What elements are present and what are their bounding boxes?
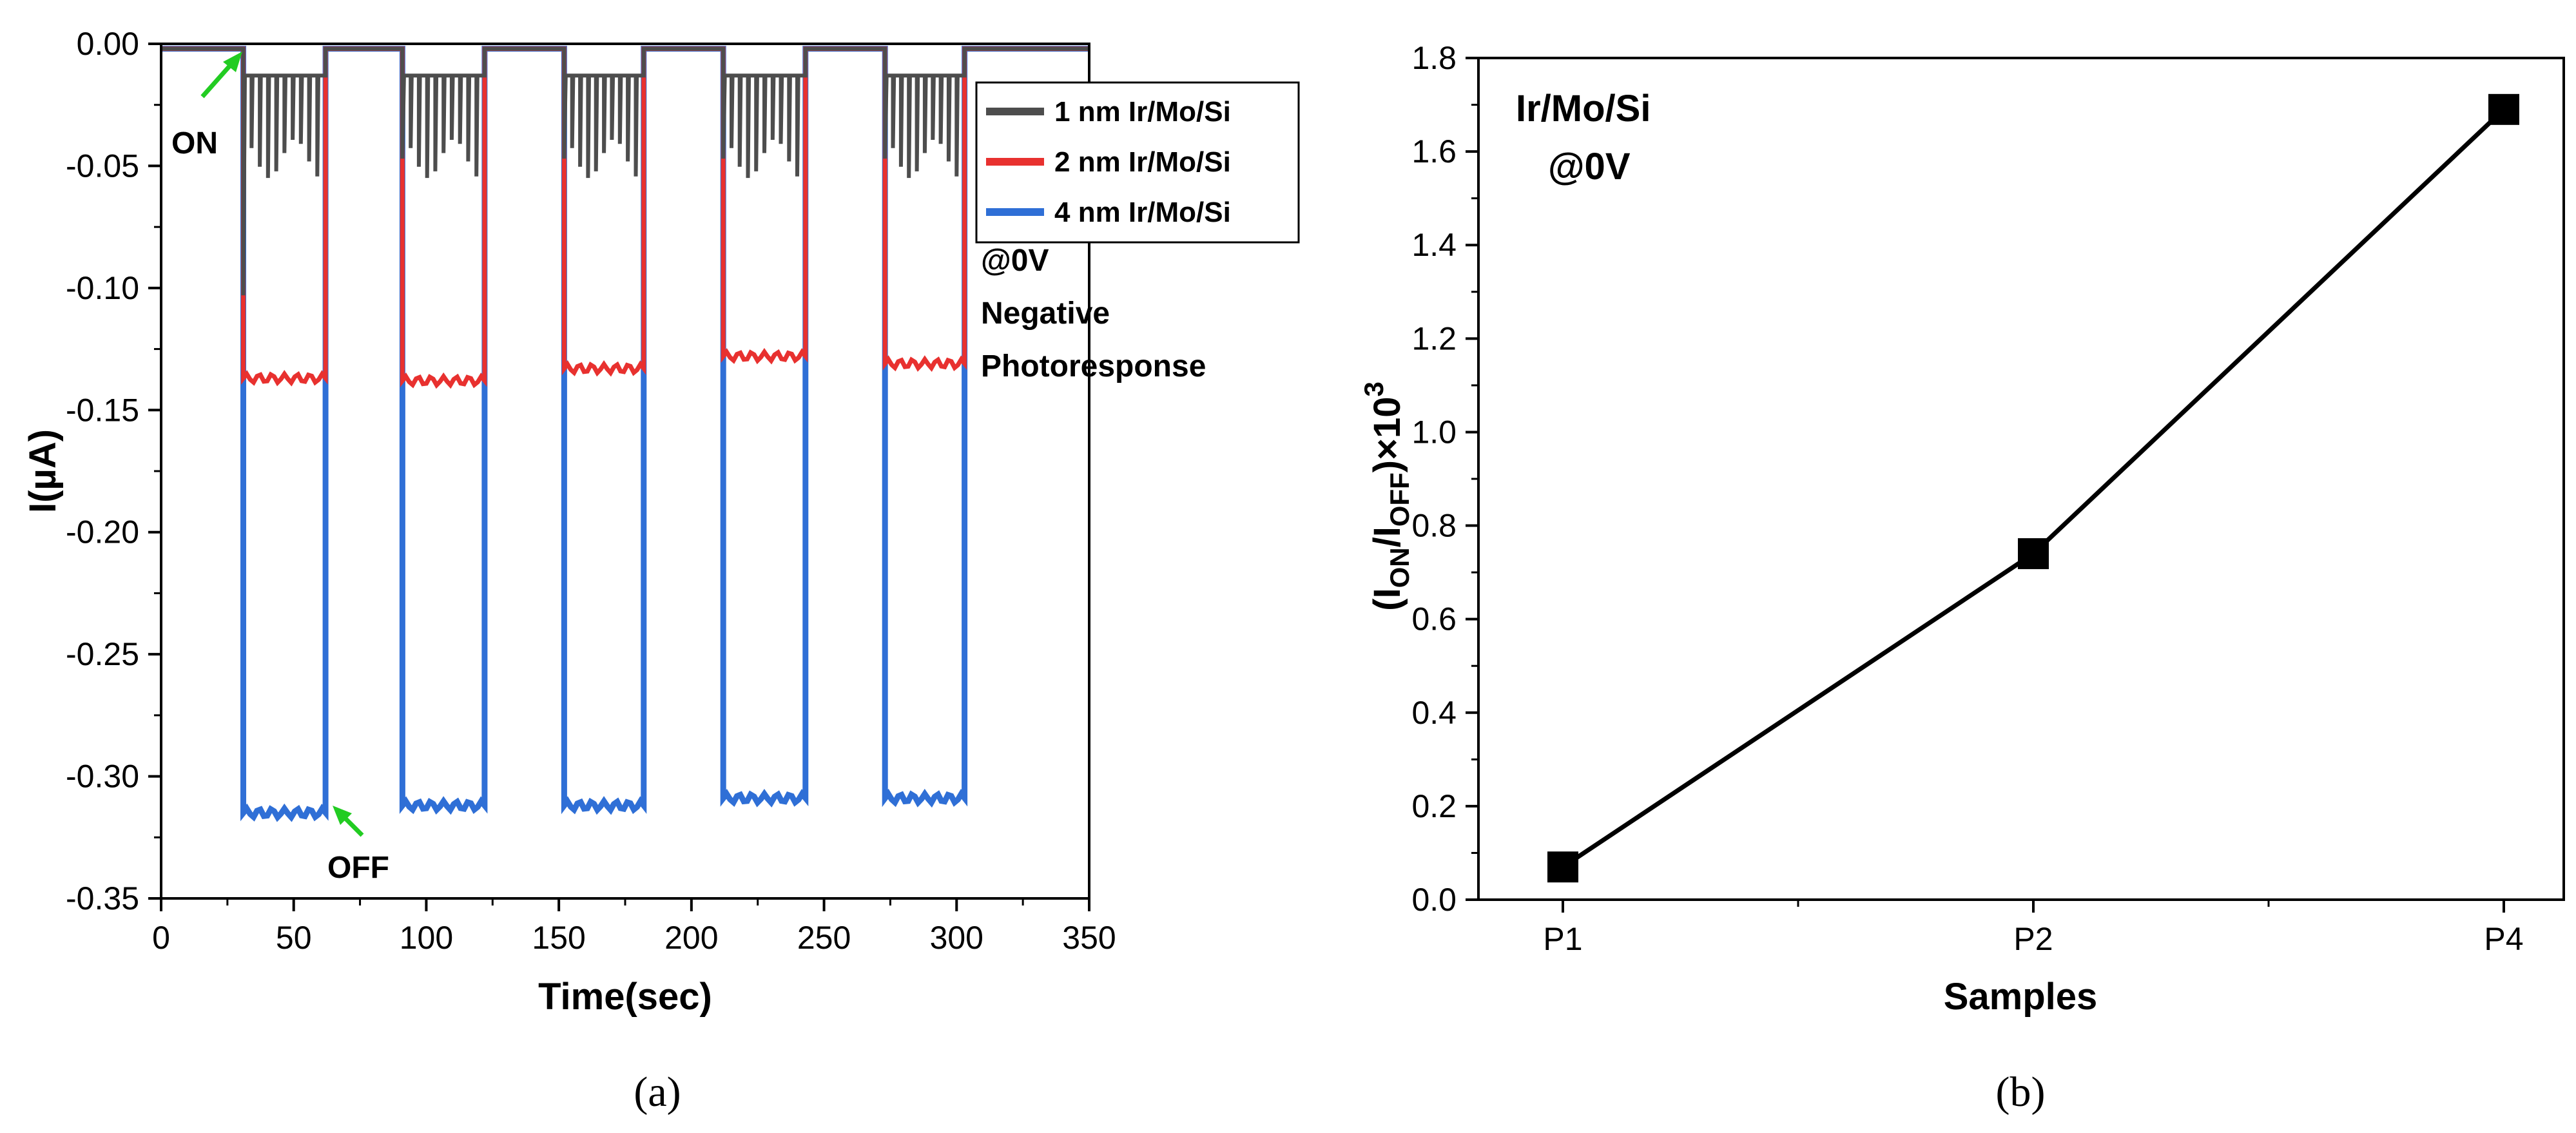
panel-a-x-tick-label: 300 [930,920,983,956]
panel-a-y-axis-title: I(µA) [22,429,64,513]
panel-a-x-tick-label: 100 [400,920,453,956]
on-label: ON [171,126,218,160]
panel-b-series-group [1547,93,2519,883]
panel-b-label: (b) [1996,1069,2046,1116]
panel-b-y-tick-label: 1.0 [1411,414,1457,450]
y-title-sub-off: OFF [1384,472,1415,527]
panel-a-plot-frame [160,43,1090,900]
panel-b-ticks: 0.0 0.2 0.4 0.6 0.8 1.0 1.2 1.4 1.6 1.8 P1 P2 P4 [1411,40,2523,957]
panel-a-y-tick-label: 0.00 [77,26,139,62]
panel-a-ticks: 0 50 100 150 200 250 300 350 0.00 -0.05 -0.10 -0.15… [66,26,1116,956]
response-annotation-line1: Negative [981,296,1110,331]
panel-b-annotation-line1: Ir/Mo/Si [1516,88,1651,130]
panel-b-annotation-line2: @0V [1548,146,1631,188]
panel-a-x-tick-label: 200 [664,920,718,956]
panel-a-y-tick-label: -0.35 [66,880,139,916]
panel-b-y-tick-label: 1.4 [1411,227,1457,263]
y-title-sup: 3 [1359,382,1389,396]
off-label: OFF [327,851,389,885]
response-annotation-line2: Photoresponse [981,349,1206,383]
legend-label-1nm: 1 nm Ir/Mo/Si [1054,96,1231,128]
panel-b-y-tick-label: 1.8 [1411,40,1457,76]
panel-b-marker-p2 [2018,538,2049,570]
panel-b-y-tick-label: 0.8 [1411,508,1457,544]
panel-b-series-line [1562,108,2506,869]
panel-a-y-tick-label: -0.25 [66,636,139,672]
on-arrow [200,52,242,99]
panel-a-series-group [161,46,1089,822]
panel-b-y-tick-label: 0.2 [1411,788,1457,824]
panel-b-plot-frame [1477,57,2565,901]
panel-a-y-tick-label: -0.10 [66,270,139,306]
legend-label-4nm: 4 nm Ir/Mo/Si [1054,197,1231,228]
panel-a-x-tick-label: 0 [152,920,170,956]
panel-a-y-tick-label: -0.20 [66,514,139,550]
panel-a-chart: 0 50 100 150 200 250 300 350 0.00 -0.05 -0.10 -0.15… [22,26,1300,1116]
panel-b-x-tick-label: P4 [2484,921,2523,957]
off-arrow [333,806,364,837]
panel-b-y-tick-label: 1.2 [1411,320,1457,356]
panel-b-marker-p4 [2488,93,2519,125]
panel-a-x-tick-label: 350 [1062,920,1116,956]
panel-b-marker-p1 [1547,851,1578,883]
panel-a-x-tick-label: 50 [276,920,312,956]
panel-b-y-tick-label: 0.4 [1411,695,1457,731]
panel-b-y-tick-label: 1.6 [1411,133,1457,169]
panel-b-y-tick-label: 0.0 [1411,882,1457,918]
series-2nm-line [161,46,1089,389]
y-title-part1: (I [1366,588,1408,610]
panel-a-x-tick-label: 150 [532,920,585,956]
series-4nm-line [161,46,1089,822]
y-title-part3: )×10 [1366,397,1408,473]
panel-b-y-tick-label: 0.6 [1411,601,1457,637]
panel-b-x-tick-label: P1 [1543,921,1582,957]
panel-a-x-axis-title: Time(sec) [538,976,712,1018]
panel-a-label: (a) [634,1069,681,1116]
panel-a-y-tick-label: -0.05 [66,148,139,184]
panel-a-legend: 1 nm Ir/Mo/Si 2 nm Ir/Mo/Si 4 nm Ir/Mo/S… [975,81,1300,244]
y-title-part2: /I [1366,527,1408,547]
panel-a-y-tick-label: -0.15 [66,392,139,428]
panel-b-y-axis-title: (ION/IOFF)×103 [1359,382,1415,611]
panel-a-x-tick-label: 250 [797,920,851,956]
panel-b-x-axis-title: Samples [1944,976,2098,1018]
bias-annotation: @0V [981,244,1049,278]
y-title-sub-on: ON [1384,547,1415,588]
panel-b-chart: 0.0 0.2 0.4 0.6 0.8 1.0 1.2 1.4 1.6 1.8 P1 P2 P4 Ir/… [1359,40,2565,1116]
panel-a-y-tick-label: -0.30 [66,759,139,795]
series-1nm-line [161,46,1089,296]
legend-label-2nm: 2 nm Ir/Mo/Si [1054,146,1231,178]
panel-b-x-tick-label: P2 [2013,921,2053,957]
